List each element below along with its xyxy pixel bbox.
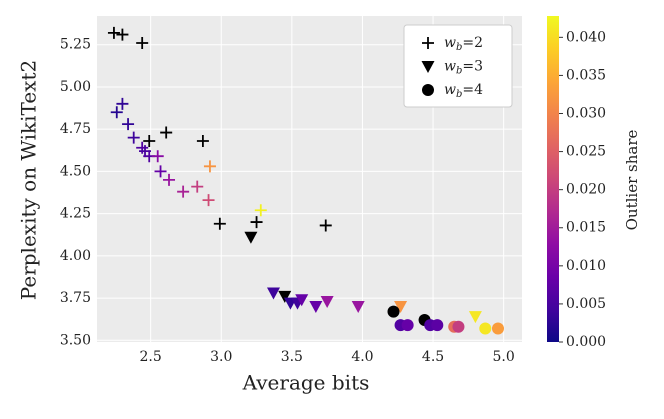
x-tick-label: 3.5 — [281, 349, 303, 365]
point — [163, 173, 176, 186]
y-tick-label: 5.25 — [60, 37, 91, 53]
point — [202, 194, 215, 207]
point — [351, 301, 365, 314]
colorbar-tick-label: 0.040 — [566, 29, 606, 45]
point — [479, 322, 492, 335]
colorbar-label: Outlier share — [623, 130, 641, 231]
point — [122, 118, 135, 131]
y-tick-label: 5.00 — [60, 79, 91, 95]
legend-marker — [421, 61, 435, 73]
x-tick-label: 4.0 — [351, 349, 373, 365]
colorbar-tick-label: 0.020 — [566, 182, 606, 198]
point — [278, 290, 292, 303]
point — [196, 134, 209, 147]
colorbar — [547, 16, 559, 342]
point — [160, 126, 173, 139]
grid — [97, 16, 522, 342]
point — [401, 319, 414, 332]
point — [127, 131, 140, 144]
colorbar-tick-label: 0.030 — [566, 105, 606, 121]
point — [213, 217, 226, 230]
point — [110, 106, 123, 119]
colorbar-tick-label: 0.000 — [566, 334, 606, 350]
point — [136, 37, 149, 50]
point — [151, 150, 164, 163]
colorbar-tick-label: 0.015 — [566, 220, 606, 236]
point — [319, 219, 332, 232]
point — [254, 204, 267, 217]
colorbar-tick-label: 0.010 — [566, 258, 606, 274]
colorbar-tick-label: 0.035 — [566, 67, 606, 83]
x-tick-label: 3.0 — [210, 349, 232, 365]
colorbar-tick-label: 0.025 — [566, 144, 606, 160]
y-tick-label: 4.75 — [60, 121, 91, 137]
x-tick-label: 4.5 — [422, 349, 444, 365]
points — [107, 26, 504, 335]
point — [203, 160, 216, 173]
point — [309, 301, 323, 314]
y-tick-label: 3.75 — [60, 290, 91, 306]
point — [295, 294, 309, 307]
x-tick-label: 5.0 — [493, 349, 515, 365]
point — [143, 134, 156, 147]
x-axis-label: Average bits — [242, 371, 370, 395]
y-tick-label: 4.25 — [60, 206, 91, 222]
point — [177, 185, 190, 198]
point — [491, 322, 504, 335]
point — [116, 97, 129, 110]
legend-label: wb=4 — [444, 82, 483, 100]
point — [394, 301, 408, 314]
y-axis-label: Perplexity on WikiText2 — [17, 60, 41, 300]
point — [468, 311, 482, 324]
legend: wb=2 wb=3 wb=4 — [403, 24, 513, 108]
legend-marker — [422, 37, 434, 49]
y-tick-label: 4.00 — [60, 248, 91, 264]
legend-marker — [422, 84, 434, 96]
y-tick-label: 4.50 — [60, 163, 91, 179]
point — [154, 165, 167, 178]
point — [320, 295, 334, 308]
point — [244, 231, 258, 244]
point — [452, 320, 465, 333]
point — [387, 305, 400, 318]
point — [431, 319, 444, 332]
point — [191, 180, 204, 193]
x-tick-label: 2.5 — [140, 349, 162, 365]
point — [250, 216, 263, 229]
point — [116, 28, 129, 41]
colorbar-tick-label: 0.005 — [566, 296, 606, 312]
legend-label: wb=3 — [444, 59, 483, 77]
point — [266, 287, 280, 300]
y-tick-label: 3.50 — [60, 332, 91, 348]
point — [107, 26, 120, 39]
legend-label: wb=2 — [444, 35, 483, 53]
